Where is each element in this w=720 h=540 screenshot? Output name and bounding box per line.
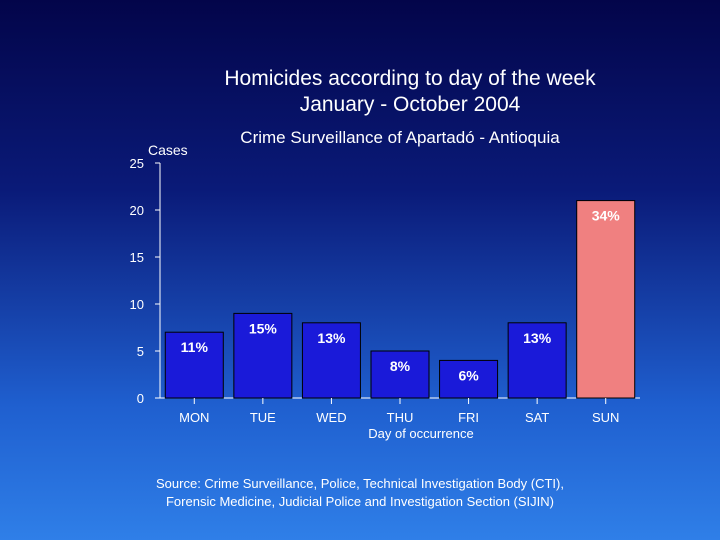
bar-sun [576,200,636,399]
x-axis-label: Day of occurrence [368,426,474,441]
data-label: 15% [249,320,278,336]
bar-wed [301,322,361,399]
x-tick-label: TUE [250,410,276,425]
bar-sat [507,322,567,399]
y-tick-label: 25 [130,156,144,171]
bar-tue [233,312,293,399]
chart-title: Homicides according to day of the week J… [140,66,680,118]
y-tick-label: 15 [130,250,144,265]
x-tick-label: FRI [458,410,479,425]
data-label: 8% [390,358,411,374]
x-tick-label: SAT [525,410,549,425]
data-label: 6% [458,367,479,383]
x-tick-label: MON [179,410,209,425]
x-tick-label: THU [387,410,414,425]
y-tick-label: 20 [130,203,144,218]
y-tick-label: 10 [130,297,144,312]
data-label: 13% [523,330,552,346]
y-axis-label: Cases [148,142,188,158]
data-label: 34% [592,208,621,224]
data-label: 11% [181,339,209,355]
x-tick-label: SUN [592,410,619,425]
source-line-2: Forensic Medicine, Judicial Police and I… [165,494,554,509]
bar-mon [164,331,224,399]
chart-title-line-2: January - October 2004 [299,93,521,116]
chart-subtitle: Crime Surveillance of Apartadó - Antioqu… [240,128,560,147]
y-tick-label: 5 [137,344,144,359]
x-tick-label: WED [316,410,346,425]
data-label: 13% [317,330,346,346]
y-tick-label: 0 [137,391,144,406]
chart-title-line-1: Homicides according to day of the week [224,67,596,90]
source-line-1: Source: Crime Surveillance, Police, Tech… [156,476,564,491]
bar-fri [439,359,499,399]
source-note: Source: Crime Surveillance, Police, Tech… [60,475,660,511]
